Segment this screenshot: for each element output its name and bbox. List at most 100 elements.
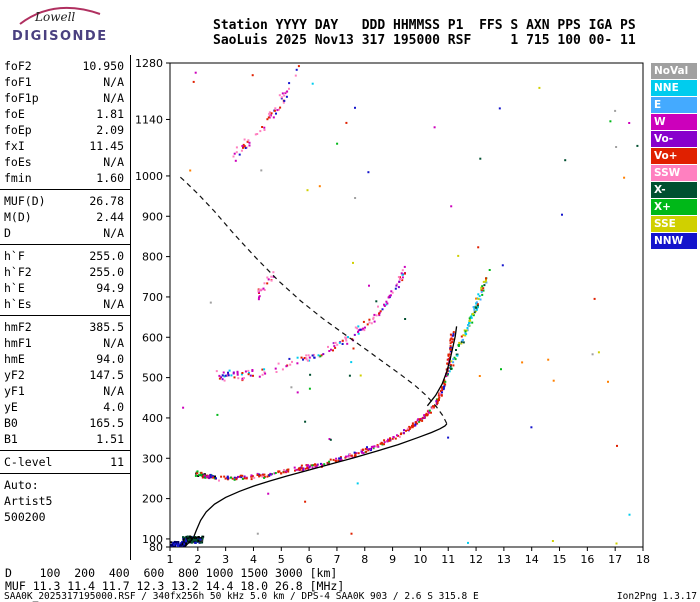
parameter-row: B1 1.51: [0, 431, 130, 447]
station-header-columns: Station YYYY DAY DDD HHMMSS P1 FFS S AXN…: [213, 18, 636, 33]
parameter-value: 26.78: [89, 194, 124, 208]
parameter-label: M(D): [4, 210, 32, 224]
muf-table: D 100 200 400 600 800 1000 1500 3000 [km…: [5, 567, 344, 593]
parameter-label: hmF2: [4, 320, 32, 334]
parameter-value: 165.5: [89, 416, 124, 430]
y-tick-label: 500: [142, 372, 163, 385]
parameter-row: B0 165.5: [0, 415, 130, 431]
echo-legend: NoVal NNE E W Vo- Vo+ SSW X- X+ SSE NNW: [651, 63, 697, 250]
parameter-row: C-level 11: [0, 454, 130, 470]
parameter-value: 147.5: [89, 368, 124, 382]
parameter-row: Auto:: [0, 477, 130, 493]
parameter-label: yF1: [4, 384, 25, 398]
axis-ticks: 1 2 3 4 5 6 7 8 9 10 11 12 13 14 15 16 17 188010020030040…: [135, 57, 650, 566]
x-tick-label: 17: [608, 553, 622, 566]
parameter-value: 255.0: [89, 265, 124, 279]
parameter-row: hmE 94.0: [0, 351, 130, 367]
echo-trace-2nd-hop: [215, 265, 406, 382]
parameter-label: foF2: [4, 59, 32, 73]
echo-trace-x-trace-top: [448, 269, 491, 373]
parameter-value: 10.950: [82, 59, 124, 73]
legend-item-x: X+: [651, 199, 697, 215]
echo-trace-3rd-hop: [232, 65, 300, 162]
parameter-group: C-level 11: [0, 454, 130, 474]
x-tick-label: 1: [167, 553, 174, 566]
station-header: Station YYYY DAY DDD HHMMSS P1 FFS S AXN…: [213, 18, 636, 48]
parameter-label: Auto:: [4, 478, 39, 492]
parameter-group: h`F 255.0 h`F2 255.0 h`E 94.9 h`Es N/A: [0, 248, 130, 316]
x-tick-label: 6: [306, 553, 313, 566]
x-tick-label: 13: [497, 553, 511, 566]
x-tick-label: 7: [333, 553, 340, 566]
parameter-label: B1: [4, 432, 18, 446]
parameter-row: h`E 94.9: [0, 280, 130, 296]
parameter-label: foF1: [4, 75, 32, 89]
parameter-row: yF1 N/A: [0, 383, 130, 399]
x-tick-label: 4: [250, 553, 257, 566]
parameter-label: h`E: [4, 281, 25, 295]
parameter-row: foEs N/A: [0, 154, 130, 170]
parameter-value: N/A: [103, 297, 124, 311]
y-tick-label: 600: [142, 331, 163, 344]
electron-density-profile: [184, 423, 448, 547]
parameter-label: foEs: [4, 155, 32, 169]
parameter-row: foF2 10.950: [0, 58, 130, 74]
y-tick-label: 700: [142, 291, 163, 304]
legend-item-vo: Vo+: [651, 148, 697, 164]
parameter-row: fmin 1.60: [0, 170, 130, 186]
parameter-row: h`Es N/A: [0, 296, 130, 312]
plot-area: 1 2 3 4 5 6 7 8 9 10 11 12 13 14 15 16 17 18 80 100 200 300 40…: [135, 57, 650, 577]
parameter-row: h`F 255.0: [0, 248, 130, 264]
digisonde-logo: Lowell DIGISONDE: [12, 6, 106, 44]
x-tick-label: 5: [278, 553, 285, 566]
x-tick-label: 16: [580, 553, 594, 566]
parameter-value: N/A: [103, 75, 124, 89]
y-tick-label: 80: [149, 541, 163, 554]
parameter-group: hmF2 385.5 hmF1 N/A hmE 94.0 yF2 147.5 yF1 N/A yE 4…: [0, 319, 130, 451]
parameter-row: h`F2 255.0: [0, 264, 130, 280]
legend-item-nnw: NNW: [651, 233, 697, 249]
parameter-label: h`F2: [4, 265, 32, 279]
parameter-label: h`F: [4, 249, 25, 263]
parameter-row: foF1 N/A: [0, 74, 130, 90]
parameter-label: fxI: [4, 139, 25, 153]
muf-frequency-line: MUF 11.3 11.4 11.7 12.3 13.2 14.4 18.0 2…: [5, 579, 345, 593]
y-tick-label: 400: [142, 412, 163, 425]
parameter-value: N/A: [103, 384, 124, 398]
legend-item-sse: SSE: [651, 216, 697, 232]
parameter-value: 385.5: [89, 320, 124, 334]
parameter-value: 255.0: [89, 249, 124, 263]
y-tick-label: 1140: [135, 113, 163, 126]
parameter-label: foE: [4, 107, 25, 121]
status-filename: SAA0K_2025317195000.RSF / 340fx256h 50 k…: [4, 591, 479, 602]
parameter-row: Artist5: [0, 493, 130, 509]
y-tick-label: 300: [142, 452, 163, 465]
muf-distance-line: D 100 200 400 600 800 1000 1500 3000 [km…: [5, 566, 338, 580]
x-tick-label: 18: [636, 553, 650, 566]
parameter-value: 2.09: [96, 123, 124, 137]
parameter-row: yE 4.0: [0, 399, 130, 415]
legend-item-ssw: SSW: [651, 165, 697, 181]
parameter-label: hmF1: [4, 336, 32, 350]
parameter-group: MUF(D) 26.78 M(D) 2.44 D N/A: [0, 193, 130, 245]
parameter-group: foF2 10.950 foF1 N/A foF1p N/A foE 1.81 foEp 2.09…: [0, 58, 130, 190]
parameter-value: 4.0: [103, 400, 124, 414]
parameter-value: N/A: [103, 226, 124, 240]
parameter-row: hmF1 N/A: [0, 335, 130, 351]
x-tick-label: 2: [194, 553, 201, 566]
echo-cluster-bottom-left-band: [170, 540, 188, 547]
status-version: Ion2Png 1.3.17: [616, 591, 697, 602]
parameter-label: foF1p: [4, 91, 39, 105]
parameter-value: 11.45: [89, 139, 124, 153]
artist-trace-fit: [426, 326, 458, 407]
parameter-value: 1.60: [96, 171, 124, 185]
parameter-row: D N/A: [0, 225, 130, 241]
parameter-row: 500200: [0, 509, 130, 525]
parameter-label: C-level: [4, 455, 53, 469]
legend-item-e: E: [651, 97, 697, 113]
x-tick-label: 10: [413, 553, 427, 566]
parameter-value: 94.9: [96, 281, 124, 295]
echo-trace-2nd-hop-x: [257, 271, 275, 301]
parameter-row: MUF(D) 26.78: [0, 193, 130, 209]
logo-swoosh-icon: [19, 6, 101, 25]
